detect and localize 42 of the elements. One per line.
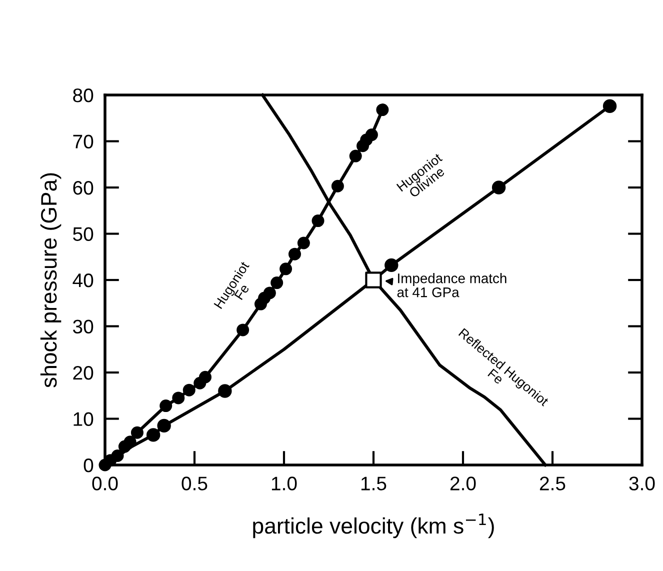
y-tick-label: 60 [73, 180, 94, 195]
point [182, 384, 196, 396]
point [270, 276, 284, 290]
point [297, 236, 310, 250]
x-tick-label: 0.5 [182, 476, 208, 490]
point [365, 128, 378, 142]
x-tick-label: 1.5 [361, 476, 386, 490]
point [130, 426, 144, 439]
point [172, 392, 185, 404]
point [263, 286, 276, 300]
x-axis-title: particle velocity (km s$^{−1}$) [253, 514, 494, 538]
x-tick-label: 2.0 [450, 476, 476, 490]
point [602, 99, 617, 113]
x-tick-label: 2.5 [540, 476, 566, 490]
y-tick-label: 70 [73, 134, 94, 148]
x-tick-label: 0.0 [92, 476, 118, 490]
point [160, 400, 172, 412]
x-tick-label: 1.0 [272, 476, 297, 490]
y-tick-label: 40 [72, 273, 94, 288]
point [349, 150, 362, 162]
y-tick-label: 0 [84, 458, 94, 472]
point [280, 262, 292, 276]
point [384, 258, 398, 272]
y-tick-label: 10 [74, 412, 94, 426]
point [331, 180, 344, 192]
point [157, 418, 171, 433]
y-tick-label: 80 [73, 88, 94, 102]
point [365, 272, 382, 288]
x-tick-label: 3.0 [629, 476, 655, 490]
y-tick-label: 30 [73, 320, 94, 334]
point [492, 180, 506, 194]
y-tick-label: 20 [73, 366, 94, 380]
point [146, 428, 160, 442]
y-axis-title: shock pressure (GPa) [40, 173, 62, 388]
point [198, 370, 212, 384]
y-tick-label: 50 [73, 227, 94, 241]
point [312, 214, 324, 228]
point [236, 324, 250, 336]
point [218, 384, 232, 398]
point [288, 248, 301, 260]
point [376, 104, 389, 116]
annotation: Impedance match at 41 GPa [397, 273, 506, 298]
